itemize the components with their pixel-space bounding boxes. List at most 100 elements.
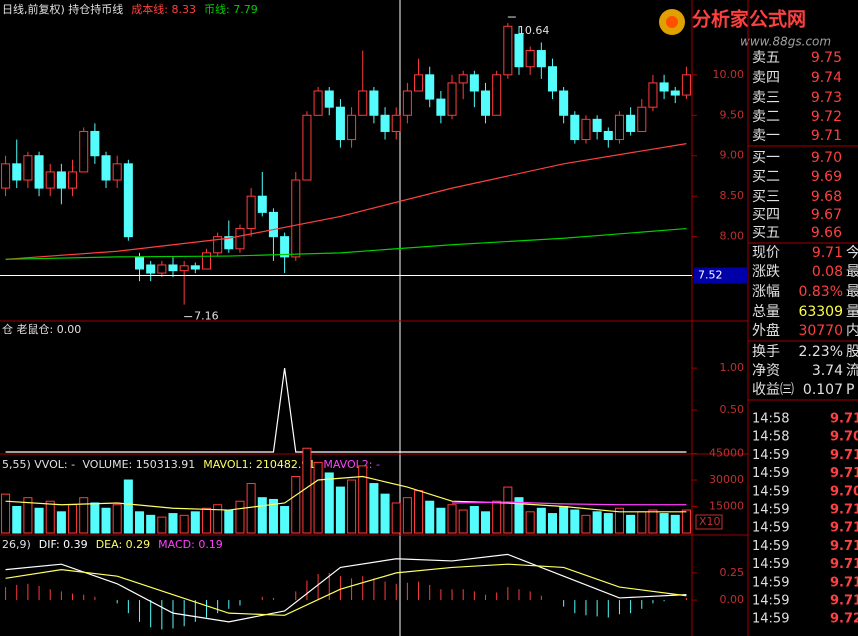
quote-label: 收益㈢: [752, 382, 794, 398]
trade-price: 9.71: [830, 466, 858, 481]
quote-value: 63309: [798, 304, 843, 320]
trade-price: 9.70: [830, 484, 858, 499]
quote-tail: 今: [846, 245, 858, 261]
candle-body: [90, 130, 100, 157]
volume-bar: [168, 513, 178, 534]
candle-body: [503, 25, 513, 76]
volume-bar: [480, 511, 491, 534]
y-tick-label: 0.00: [720, 593, 745, 606]
volume-bar: [525, 511, 535, 534]
volume-bar: [380, 493, 390, 534]
candle-body: [592, 118, 602, 132]
quote-value: 30770: [798, 323, 843, 339]
line: [5, 563, 687, 616]
quote-tail: P: [846, 382, 854, 398]
line: [452, 501, 687, 506]
candle-body: [224, 236, 234, 250]
volume-bar: [648, 509, 658, 534]
candle-body: [414, 74, 424, 92]
scale-box: [695, 514, 723, 530]
volume-bar: [347, 479, 357, 534]
volume-bar: [79, 497, 89, 534]
legend-entry: DIF: 0.39: [39, 538, 88, 551]
candle-body: [23, 155, 33, 181]
trade-price: 9.71: [830, 539, 858, 554]
book-price: 9.73: [811, 90, 842, 106]
book-label: 卖一: [752, 128, 780, 144]
candle-body: [291, 179, 301, 258]
trade-time: 14:59: [752, 557, 789, 572]
book-label: 卖五: [752, 50, 780, 66]
book-price: 9.72: [811, 109, 842, 125]
candle-body: [369, 90, 379, 116]
candle-body: [469, 74, 479, 92]
book-price: 9.68: [811, 189, 842, 205]
volume-bar: [213, 504, 223, 534]
annotation-label: 10.64: [518, 24, 550, 37]
book-label: 买一: [752, 150, 780, 166]
quote-label: 外盘: [752, 322, 780, 339]
volume-bar: [603, 513, 613, 534]
quote-value: 2.23%: [799, 344, 843, 360]
logo-name: 分析家公式网: [692, 8, 806, 31]
panel-header: 26,9) DIF: 0.39 DEA: 0.29 MACD: 0.19: [2, 538, 223, 551]
scale-label: X10: [699, 515, 721, 528]
candle-body: [45, 171, 55, 189]
quote-tail: 最: [846, 284, 858, 300]
candle-body: [56, 171, 66, 189]
legend-entry: MACD: 0.19: [158, 538, 223, 551]
book-label: 卖四: [752, 70, 780, 86]
volume-bar: [45, 500, 55, 534]
logo-icon-center: [666, 16, 678, 28]
trade-time: 14:58: [752, 430, 789, 445]
candle-body: [380, 114, 390, 132]
panel-header: 日线,前复权) 持仓持币线 成本线: 8.33 币线: 7.79: [2, 2, 258, 16]
candle-body: [547, 66, 558, 92]
volume-bar: [291, 475, 301, 534]
candle-body: [480, 90, 491, 116]
volume-bar: [112, 504, 122, 534]
annotation-label: 7.16: [194, 310, 219, 323]
volume-bar: [90, 502, 100, 534]
legend-entry: 币线: 7.79: [204, 2, 258, 16]
volume-bar: [626, 514, 636, 534]
trade-price: 9.71: [830, 412, 858, 427]
book-price: 9.69: [811, 169, 842, 185]
panel-title: 26,9): [2, 538, 31, 551]
candle-body: [436, 98, 446, 116]
candle-body: [12, 163, 22, 181]
candle-body: [670, 90, 680, 96]
volume-bar: [458, 509, 468, 534]
trade-time: 14:59: [752, 484, 789, 499]
volume-bar: [12, 506, 22, 534]
book-label: 卖三: [752, 90, 780, 106]
book-price: 9.74: [811, 70, 842, 86]
candle-body: [603, 130, 613, 141]
trade-time: 14:59: [752, 521, 789, 536]
volume-bar: [536, 507, 546, 534]
candle-body: [492, 74, 502, 116]
candle-body: [536, 50, 546, 68]
candle-body: [335, 106, 345, 141]
candle-body: [280, 236, 290, 258]
y-tick-label: 0.50: [720, 403, 745, 416]
trade-price: 9.71: [830, 594, 858, 609]
volume-bar: [391, 502, 401, 534]
legend-entry: DEA: 0.29: [96, 538, 150, 551]
candle-body: [681, 74, 691, 96]
panel-title: 日线,前复权) 持仓持币线: [2, 2, 123, 16]
volume-bar: [302, 447, 312, 534]
trade-time: 14:59: [752, 503, 789, 518]
candle-body: [581, 118, 591, 141]
quote-label: 涨跌: [752, 264, 780, 280]
quote-tail: 内: [846, 323, 858, 339]
trade-time: 14:59: [752, 612, 789, 627]
quote-value: 0.83%: [799, 284, 843, 300]
volume-bar: [123, 479, 133, 534]
volume-bar: [224, 509, 234, 534]
volume-bar: [280, 506, 290, 534]
volume-bar: [190, 511, 200, 534]
candle-body: [257, 195, 267, 213]
quote-label: 涨幅: [752, 284, 780, 300]
